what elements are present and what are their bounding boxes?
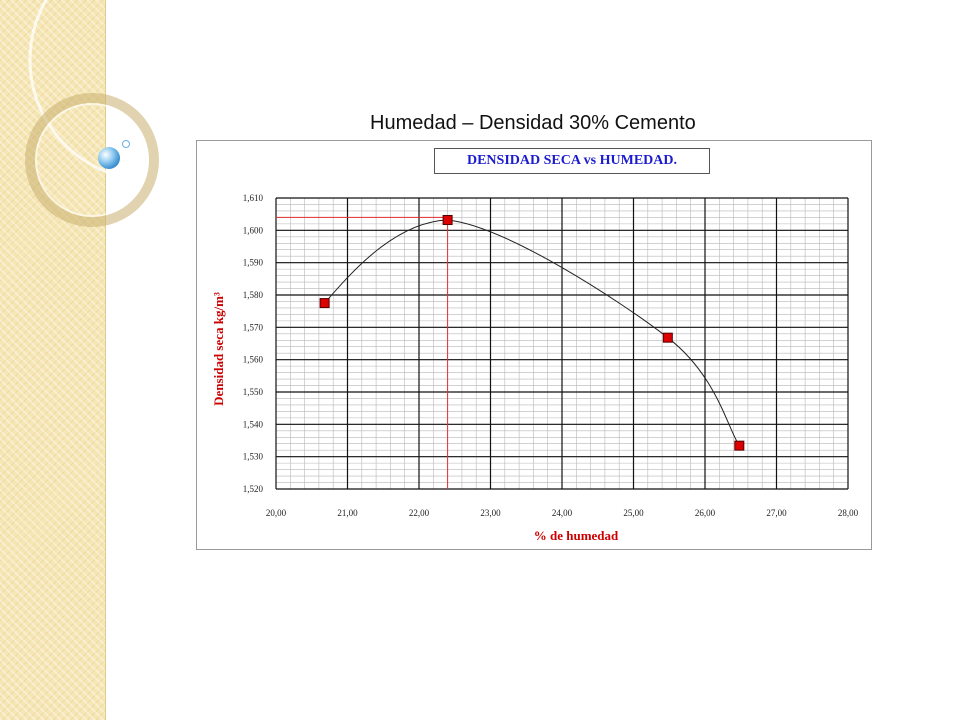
y-tick-label: 1,530 xyxy=(243,452,264,462)
y-axis-title: Densidad seca kg/m³ xyxy=(211,292,226,406)
data-point-marker xyxy=(442,214,453,225)
slide-title: Humedad – Densidad 30% Cemento xyxy=(370,112,696,134)
major-gridlines xyxy=(275,197,849,490)
y-tick-label: 1,540 xyxy=(243,419,264,429)
fit-curve-layer xyxy=(324,219,740,446)
chart-container: 20,00 21,00 22,00 23,00 24,00 25,00 26,00 27,00… xyxy=(196,140,872,550)
x-tick-label: 20,00 xyxy=(266,508,287,518)
y-tick-label: 1,580 xyxy=(243,290,264,300)
x-tick-label: 24,00 xyxy=(552,508,573,518)
x-tick-label: 21,00 xyxy=(337,508,358,518)
x-tick-label: 26,00 xyxy=(695,508,716,518)
data-point-marker xyxy=(734,440,745,451)
y-tick-label: 1,560 xyxy=(243,355,264,365)
y-tick-label: 1,590 xyxy=(243,258,264,268)
x-tick-label: 28,00 xyxy=(838,508,859,518)
y-tick-label: 1,520 xyxy=(243,484,264,494)
x-tick-label: 22,00 xyxy=(409,508,430,518)
data-point-marker xyxy=(662,332,673,343)
decorative-circles xyxy=(25,0,200,227)
x-tick-labels: 20,00 21,00 22,00 23,00 24,00 25,00 26,00 27,00… xyxy=(266,508,859,518)
reference-lines xyxy=(276,216,449,489)
y-tick-label: 1,550 xyxy=(243,387,264,397)
x-tick-label: 27,00 xyxy=(766,508,787,518)
x-axis-title: % de humedad xyxy=(534,528,619,543)
y-tick-label: 1,600 xyxy=(243,225,264,235)
small-bubble-icon xyxy=(122,140,130,148)
chart-plot: 20,00 21,00 22,00 23,00 24,00 25,00 26,00 27,00… xyxy=(211,193,859,543)
x-tick-label: 23,00 xyxy=(480,508,501,518)
y-tick-label: 1,570 xyxy=(243,322,264,332)
blue-bubble-icon xyxy=(98,147,120,169)
data-points xyxy=(319,214,745,451)
y-tick-label: 1,610 xyxy=(243,193,264,203)
chart-title: DENSIDAD SECA vs HUMEDAD. xyxy=(434,148,710,174)
fit-curve xyxy=(324,219,740,446)
x-tick-label: 25,00 xyxy=(623,508,644,518)
y-tick-labels: 1,520 1,530 1,540 1,550 1,560 1,570 1,580 1,590… xyxy=(243,193,264,494)
data-point-marker xyxy=(319,298,330,309)
